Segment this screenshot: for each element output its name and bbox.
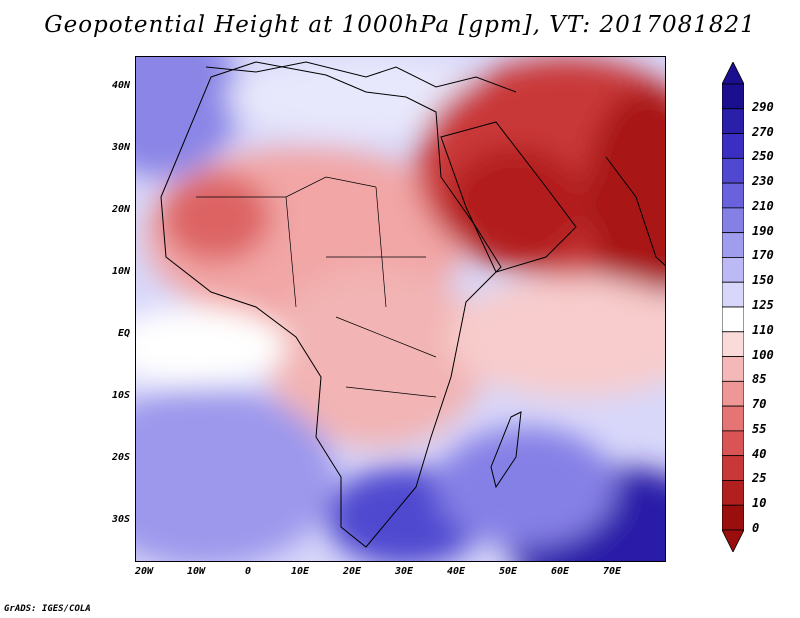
colorbar-label: 190 (752, 223, 774, 238)
country-borders (196, 176, 437, 398)
colorbar-swatch (722, 356, 744, 382)
lat-label: EQ (117, 328, 130, 339)
colorbar-label: 40 (752, 446, 767, 461)
chart-title: Geopotential Height at 1000hPa [gpm], VT… (44, 12, 756, 38)
colorbar-label: 25 (752, 471, 767, 486)
lat-label: 20S (111, 452, 130, 463)
colorbar-label: 150 (752, 273, 774, 288)
lon-label: 30E (394, 566, 414, 577)
india-coastline (605, 156, 665, 266)
lon-label: 70E (602, 566, 622, 577)
lat-label: 30N (111, 142, 130, 153)
lat-label: 40N (111, 80, 130, 91)
colorbar-swatch (722, 331, 744, 357)
lat-label: 10S (111, 390, 130, 401)
colorbar-swatch (722, 405, 744, 432)
colorbar-label: 0 (752, 521, 760, 535)
lat-label: 20N (111, 204, 130, 215)
colorbar-swatch (722, 182, 744, 209)
colorbar-swatch (722, 504, 744, 531)
colorbar-top-arrow (722, 62, 744, 85)
colorbar-swatch (722, 133, 744, 159)
colorbar-label: 210 (752, 198, 774, 213)
lon-label: 40E (446, 566, 466, 577)
colorbar-swatch (722, 281, 744, 308)
madagascar-outline (490, 411, 522, 489)
colorbar-label: 100 (752, 347, 774, 362)
lat-label: 30S (111, 514, 130, 525)
colorbar-label: 290 (752, 99, 774, 114)
colorbar-swatch (722, 108, 744, 134)
colorbar-swatch (722, 232, 744, 258)
colorbar-bottom-arrow (722, 529, 744, 552)
map-plot-area (135, 56, 666, 562)
lon-label: 10E (290, 566, 310, 577)
lon-label: 60E (550, 566, 570, 577)
lon-label: 20W (134, 566, 154, 577)
colorbar-label: 125 (752, 298, 774, 312)
colorbar-label: 70 (752, 397, 767, 412)
colorbar-swatch (722, 480, 744, 506)
lon-label: 20E (342, 566, 362, 577)
colorbar-swatch (722, 207, 744, 234)
colorbar-label: 230 (752, 174, 774, 189)
colorbar-swatch (722, 306, 744, 333)
colorbar-swatch (722, 430, 744, 457)
lon-label: 50E (498, 566, 518, 577)
colorbar-label: 55 (752, 421, 767, 436)
colorbar-label: 170 (752, 248, 774, 263)
colorbar-label: 270 (752, 124, 774, 139)
arabia-coastline (440, 121, 577, 273)
colorbar-label: 85 (752, 372, 767, 387)
colorbar-label: 250 (752, 149, 774, 164)
colorbar-label: 110 (752, 322, 774, 337)
colorbar-swatch (722, 380, 744, 407)
colorbar-label: 10 (752, 496, 767, 511)
europe-coastline (205, 61, 517, 93)
colorbar (722, 62, 744, 552)
lat-label: 10N (111, 266, 130, 277)
colorbar-swatch (722, 157, 744, 184)
lon-label: 0 (244, 566, 252, 577)
geopotential-field (136, 57, 665, 561)
grads-credit: GrADS: IGES/COLA (4, 604, 91, 614)
colorbar-swatch (722, 83, 744, 110)
africa-coastline (160, 61, 502, 548)
colorbar-swatch (722, 257, 744, 283)
colorbar-swatch (722, 455, 744, 481)
lon-label: 10W (186, 566, 206, 577)
